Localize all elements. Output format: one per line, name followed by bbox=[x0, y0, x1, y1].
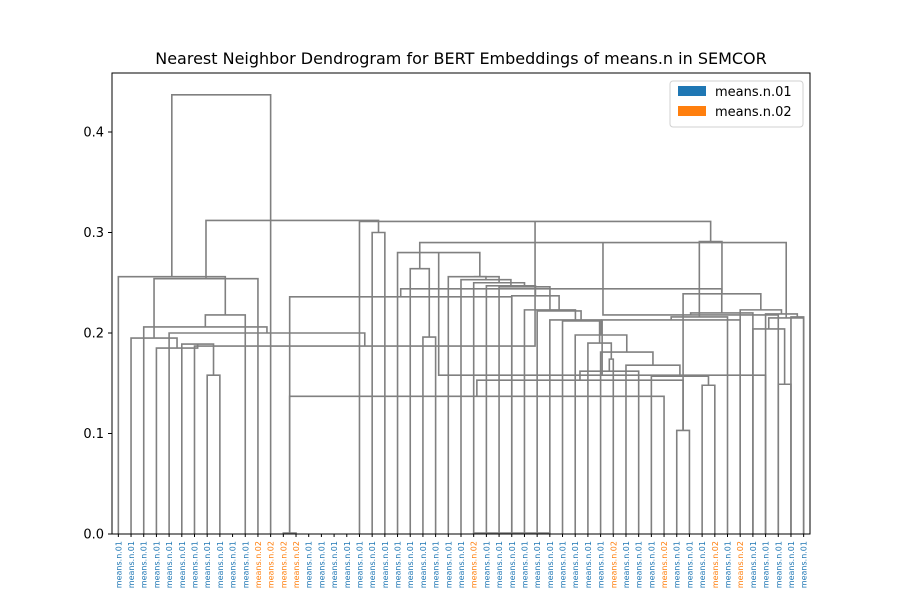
leaf-label: means.n.02 bbox=[609, 541, 618, 588]
y-tick-label: 0.4 bbox=[83, 126, 104, 141]
leaf-label: means.n.01 bbox=[406, 541, 415, 588]
leaf-label: means.n.01 bbox=[203, 541, 212, 588]
leaf-label: means.n.02 bbox=[711, 541, 720, 588]
dendrogram-links bbox=[117, 94, 805, 534]
leaf-label: means.n.01 bbox=[559, 541, 568, 588]
leaf-label: means.n.02 bbox=[279, 541, 288, 588]
y-tick-label: 0.2 bbox=[83, 327, 104, 342]
leaf-label: means.n.01 bbox=[787, 541, 796, 588]
leaf-label: means.n.01 bbox=[533, 541, 542, 588]
leaf-label: means.n.02 bbox=[736, 541, 745, 588]
leaf-label: means.n.01 bbox=[241, 541, 250, 588]
leaf-label: means.n.01 bbox=[584, 541, 593, 588]
leaf-label: means.n.01 bbox=[647, 541, 656, 588]
leaf-label: means.n.01 bbox=[140, 541, 149, 588]
dendrogram-link bbox=[205, 219, 380, 279]
leaf-label: means.n.01 bbox=[152, 541, 161, 588]
y-tick-label: 0.3 bbox=[83, 226, 104, 241]
leaf-label: means.n.01 bbox=[482, 541, 491, 588]
leaf-label: means.n.01 bbox=[635, 541, 644, 588]
y-tick-label: 0.1 bbox=[83, 427, 104, 442]
leaf-label: means.n.01 bbox=[317, 541, 326, 588]
dendrogram-link bbox=[171, 94, 272, 534]
leaf-label: means.n.01 bbox=[457, 541, 466, 588]
leaf-label: means.n.01 bbox=[432, 541, 441, 588]
chart-title: Nearest Neighbor Dendrogram for BERT Emb… bbox=[155, 49, 767, 68]
plot-frame bbox=[111, 72, 811, 535]
leaf-label: means.n.01 bbox=[127, 541, 136, 588]
leaf-label: means.n.01 bbox=[343, 541, 352, 588]
dendrogram-link bbox=[399, 287, 723, 313]
leaf-label: means.n.01 bbox=[368, 541, 377, 588]
y-tick-label: 0.0 bbox=[83, 528, 104, 543]
leaf-label: means.n.02 bbox=[267, 541, 276, 588]
leaf-label: means.n.01 bbox=[774, 541, 783, 588]
leaf-label: means.n.01 bbox=[698, 541, 707, 588]
leaf-label: means.n.01 bbox=[381, 541, 390, 588]
leaf-label: means.n.01 bbox=[305, 541, 314, 588]
leaf-label: means.n.01 bbox=[419, 541, 428, 588]
leaf-label: means.n.01 bbox=[508, 541, 517, 588]
leaf-label: means.n.01 bbox=[749, 541, 758, 588]
leaf-label: means.n.01 bbox=[355, 541, 364, 588]
leaf-label: means.n.02 bbox=[470, 541, 479, 588]
leaf-label: means.n.01 bbox=[762, 541, 771, 588]
leaf-label: means.n.01 bbox=[673, 541, 682, 588]
legend-swatch-means-n-02 bbox=[678, 106, 706, 116]
legend-swatch-means-n-01 bbox=[678, 86, 706, 96]
leaf-label: means.n.01 bbox=[520, 541, 529, 588]
leaf-label: means.n.01 bbox=[495, 541, 504, 588]
leaf-label: means.n.01 bbox=[622, 541, 631, 588]
leaf-label: means.n.01 bbox=[597, 541, 606, 588]
leaf-label: means.n.01 bbox=[571, 541, 580, 588]
leaf-label: means.n.01 bbox=[190, 541, 199, 588]
leaf-label: means.n.01 bbox=[229, 541, 238, 588]
leaf-label: means.n.01 bbox=[216, 541, 225, 588]
legend-label-means-n-01: means.n.01 bbox=[715, 85, 792, 100]
leaf-label: means.n.01 bbox=[724, 541, 733, 588]
leaf-label: means.n.01 bbox=[165, 541, 174, 588]
leaf-label: means.n.02 bbox=[660, 541, 669, 588]
legend-label-means-n-02: means.n.02 bbox=[715, 105, 792, 120]
leaf-label: means.n.02 bbox=[292, 541, 301, 588]
leaf-label: means.n.02 bbox=[254, 541, 263, 588]
leaf-label: means.n.01 bbox=[444, 541, 453, 588]
legend: means.n.01 means.n.02 bbox=[669, 80, 804, 128]
leaf-label: means.n.01 bbox=[114, 541, 123, 588]
x-axis: means.n.01 means.n.01 means.n.01 means.n.01… bbox=[114, 534, 809, 588]
leaf-label: means.n.01 bbox=[394, 541, 403, 588]
leaf-label: means.n.01 bbox=[330, 541, 339, 588]
leaf-label: means.n.01 bbox=[685, 541, 694, 588]
leaf-label: means.n.01 bbox=[546, 541, 555, 588]
leaf-label: means.n.01 bbox=[800, 541, 809, 588]
dendrogram-link bbox=[473, 275, 487, 280]
leaf-label: means.n.01 bbox=[178, 541, 187, 588]
y-axis: 0.0 0.1 0.2 0.3 0.4 bbox=[83, 126, 112, 543]
